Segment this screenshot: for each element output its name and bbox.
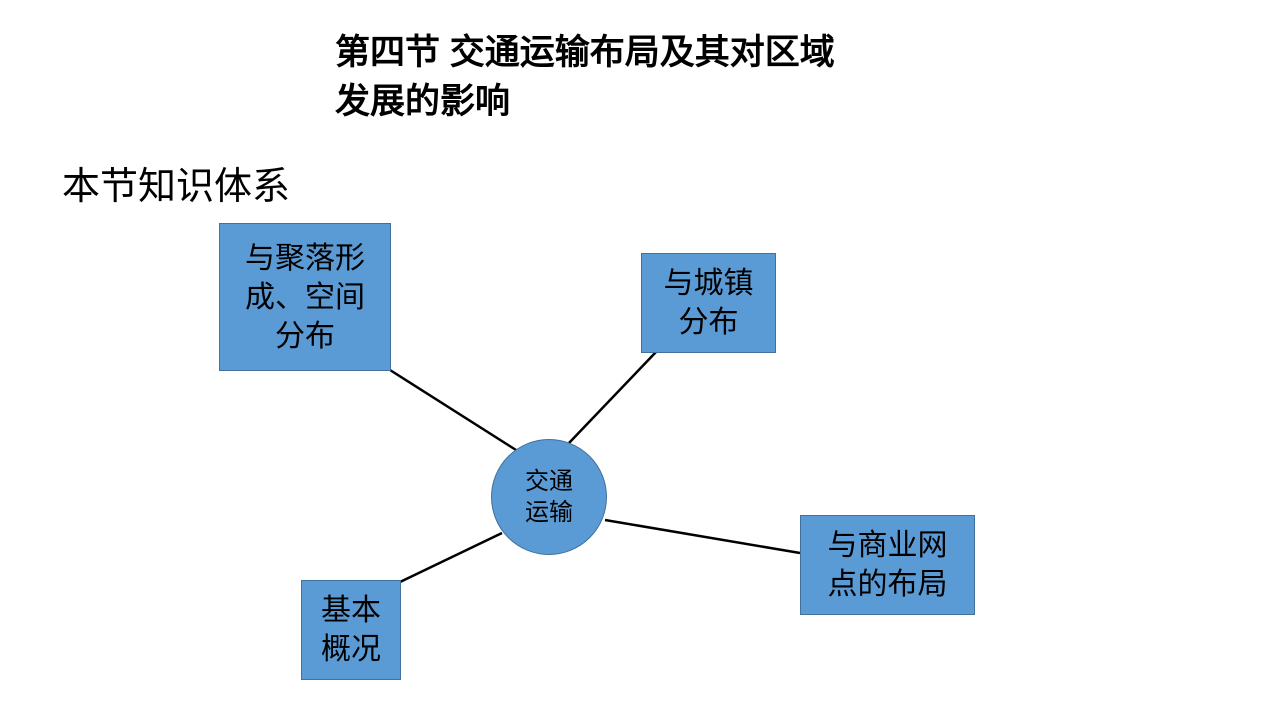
node-basic: 基本 概况 (301, 580, 401, 680)
edge-line (569, 352, 656, 443)
title-line2: 发展的影响 (335, 77, 835, 126)
edge-line (605, 520, 800, 553)
center-node: 交通 运输 (491, 439, 607, 555)
title-line1: 第四节 交通运输布局及其对区域 (335, 28, 835, 77)
slide-subtitle: 本节知识体系 (62, 155, 290, 210)
slide-title: 第四节 交通运输布局及其对区域发展的影响 (335, 28, 835, 126)
node-town: 与城镇 分布 (641, 253, 776, 353)
edge-line (390, 370, 516, 450)
node-settlement: 与聚落形 成、空间 分布 (219, 223, 391, 371)
edge-line (400, 533, 502, 582)
slide-container: 第四节 交通运输布局及其对区域发展的影响 本节知识体系 与聚落形 成、空间 分布… (0, 0, 1280, 720)
node-commerce: 与商业网 点的布局 (800, 515, 975, 615)
